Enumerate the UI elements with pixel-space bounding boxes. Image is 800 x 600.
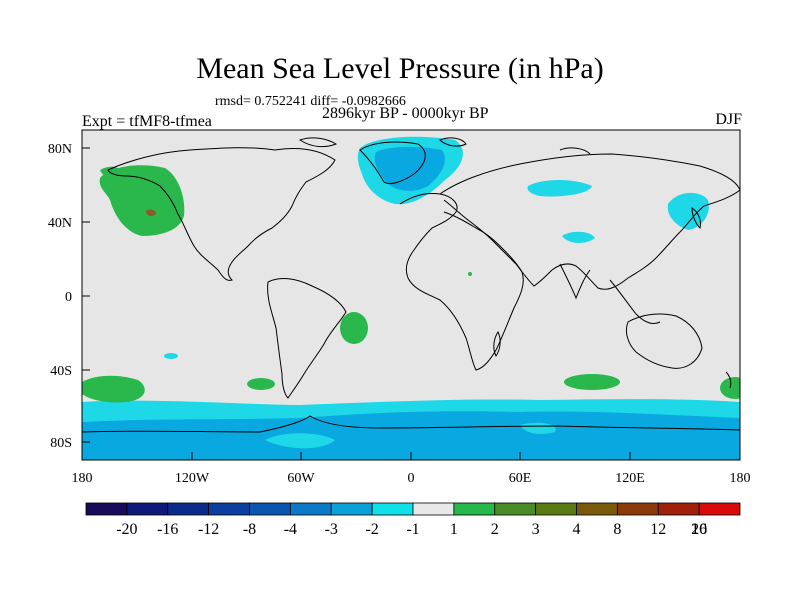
lon-label-60e: 60E	[509, 471, 532, 486]
pacific-cyan-dot	[164, 353, 178, 359]
colorbar-swatch-2	[167, 502, 210, 516]
lon-label-120e: 120E	[615, 471, 645, 486]
colorbar-label-12: 8	[613, 521, 621, 538]
north-pacific-green-region	[99, 165, 185, 236]
colorbar-label-8: 1	[450, 521, 458, 538]
colorbar-label-2: -12	[198, 521, 219, 538]
experiment-label: Expt = tfMF8-tfmea	[82, 113, 212, 130]
lat-axis: 80N 40N 0 40S 80S	[48, 142, 90, 451]
colorbar-label-10: 3	[532, 521, 540, 538]
colorbar-swatch-5	[289, 502, 332, 516]
colorbar-swatch-1	[126, 502, 169, 516]
indian-ocean-green-blob	[564, 374, 620, 390]
lat-label-40s: 40S	[50, 364, 72, 379]
siberia-cyan-region	[527, 180, 592, 197]
lon-label-0: 0	[408, 471, 415, 486]
colorbar-swatch-0	[85, 502, 128, 516]
colorbar-label-15: 20	[691, 521, 707, 538]
lon-axis: 180 120W 60W 0 60E 120E 180	[72, 452, 751, 486]
colorbar-swatch-3	[208, 502, 250, 516]
colorbar-swatch-11	[535, 502, 577, 516]
colorbar-label-13: 12	[650, 521, 666, 538]
colorbar-swatch-6	[330, 502, 373, 516]
japan-cyan-region	[667, 192, 709, 230]
season-label: DJF	[715, 111, 742, 128]
coastlines	[82, 137, 740, 433]
lat-label-0: 0	[65, 290, 72, 305]
south-america-green-blob	[247, 378, 275, 390]
lon-label-180e: 180	[730, 471, 751, 486]
colorbar-label-3: -8	[243, 521, 256, 538]
greenland-blue-core	[374, 146, 445, 191]
colorbar-label-4: -4	[284, 521, 297, 538]
colorbar-label-11: 4	[573, 521, 581, 538]
colorbar-label-7: -1	[406, 521, 419, 538]
colorbar-swatch-8	[412, 502, 455, 516]
colorbar-swatch-13	[616, 502, 659, 516]
colorbar-swatch-10	[494, 502, 537, 516]
colorbar-label-0: -20	[116, 521, 137, 538]
period-label: 2896kyr BP - 0000kyr BP	[322, 105, 489, 122]
colorbar-swatch-9	[453, 502, 496, 516]
lat-label-80n: 80N	[48, 142, 72, 157]
chart-title: Mean Sea Level Pressure (in hPa)	[196, 52, 604, 85]
colorbar-swatch-14	[657, 502, 700, 516]
colorbar-swatch-4	[249, 502, 291, 516]
north-pacific-brown-core	[146, 209, 156, 217]
lon-label-60w: 60W	[287, 471, 315, 486]
colorbar-swatch-7	[371, 502, 414, 516]
southern-ocean-blue-band	[82, 411, 740, 460]
colorbar-label-6: -2	[365, 521, 378, 538]
lon-label-120w: 120W	[175, 471, 210, 486]
south-atlantic-green-blob	[340, 312, 368, 344]
south-pacific-green-region	[82, 375, 145, 403]
lon-label-180w: 180	[72, 471, 93, 486]
colorbar-label-5: -3	[325, 521, 338, 538]
asia-cyan-blob	[562, 231, 595, 243]
antarctic-cyan-patch	[265, 433, 335, 449]
lat-label-40n: 40N	[48, 216, 72, 231]
colorbar-label-14: 16	[691, 521, 707, 538]
far-east-green-blob	[720, 377, 740, 399]
lat-label-80s: 80S	[50, 436, 72, 451]
colorbar-swatch-15	[698, 502, 741, 516]
colorbar-swatch-12	[576, 502, 618, 516]
colorbar-label-1: -16	[157, 521, 178, 538]
africa-green-dot	[468, 272, 472, 276]
stats-line: rmsd= 0.752241 diff= -0.0982666	[215, 94, 406, 109]
colorbar-label-9: 2	[491, 521, 499, 538]
